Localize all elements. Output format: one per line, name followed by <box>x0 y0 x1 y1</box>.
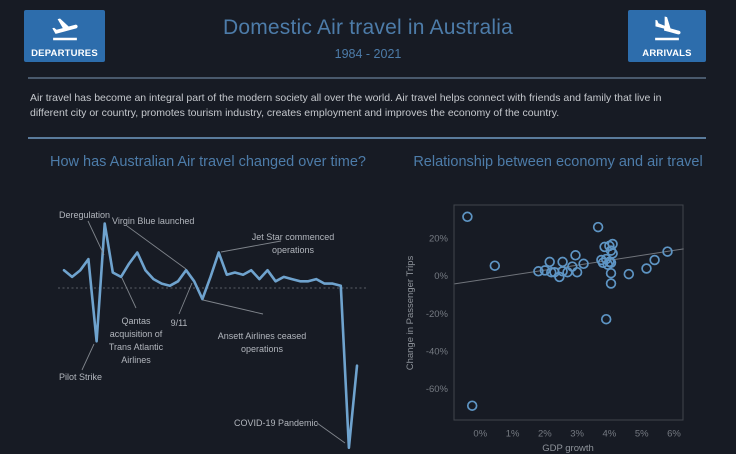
scatter-point[interactable] <box>592 221 604 233</box>
scatter-point[interactable] <box>607 248 618 259</box>
page-title: Domestic Air travel in Australia <box>222 16 513 39</box>
scatter-point[interactable] <box>570 250 581 261</box>
departures-badge[interactable]: DEPARTURES <box>24 10 105 62</box>
scatter-point[interactable] <box>546 266 557 278</box>
y-tick-label: -60% <box>426 384 449 395</box>
scatter-point[interactable] <box>578 258 589 270</box>
x-tick-label: 5% <box>635 429 649 440</box>
arrivals-label: ARRIVALS <box>642 48 692 59</box>
scatter-point[interactable] <box>649 254 660 266</box>
scatter-point[interactable] <box>466 400 478 411</box>
annotation-pointer-deregulation <box>87 220 105 256</box>
scatter-point[interactable] <box>571 266 583 278</box>
scatter-point[interactable] <box>462 211 473 223</box>
scatter-point[interactable] <box>557 266 568 277</box>
scatter-point[interactable] <box>623 268 635 280</box>
departures-label: DEPARTURES <box>31 48 98 59</box>
annotation-virgin-blue: Virgin Blue launched <box>112 216 195 226</box>
y-axis-title: Change in Passenger Trips <box>405 255 416 370</box>
flight-takeoff-icon <box>48 10 82 48</box>
annotation-covid: COVID-19 Pandemic <box>234 418 319 428</box>
scatter-chart-title: Relationship between economy and air tra… <box>413 154 703 170</box>
y-tick-label: -20% <box>426 309 449 320</box>
scatter-point[interactable] <box>533 266 544 277</box>
y-tick-label: 0% <box>434 271 448 282</box>
annotation-pointer-nine-eleven <box>178 282 193 315</box>
x-tick-label: 2% <box>538 429 552 440</box>
scatter-point[interactable] <box>489 260 501 271</box>
scatter-point[interactable] <box>605 278 617 289</box>
annotation-pointer-qantas-acquisition <box>121 277 137 309</box>
scatter-point[interactable] <box>662 246 673 257</box>
y-tick-label: 20% <box>429 234 449 245</box>
annotation-pilot-strike: Pilot Strike <box>59 372 103 382</box>
x-tick-label: 4% <box>603 429 617 440</box>
annotation-pointer-pilot-strike <box>81 343 95 371</box>
annotation-pointer-virgin-blue <box>126 225 187 270</box>
annotation-nine-eleven: 9/11 <box>170 318 188 328</box>
scatter-point[interactable] <box>557 256 568 268</box>
flight-land-icon <box>650 10 684 48</box>
x-tick-label: 1% <box>506 429 520 440</box>
x-tick-label: 0% <box>473 429 487 440</box>
header: Domestic Air travel in Australia 1984 - … <box>0 16 736 61</box>
x-tick-label: 3% <box>570 429 584 440</box>
annotation-pointer-covid <box>316 422 346 444</box>
annotation-deregulation: Deregulation <box>59 210 111 220</box>
arrivals-badge[interactable]: ARRIVALS <box>628 10 706 62</box>
scatter-point[interactable] <box>544 256 555 268</box>
description-divider <box>28 137 706 139</box>
x-tick-label: 6% <box>667 429 681 440</box>
page-subtitle: 1984 - 2021 <box>334 47 402 61</box>
line-chart-title: How has Australian Air travel changed ov… <box>50 154 366 170</box>
scatter-point[interactable] <box>605 267 617 279</box>
y-tick-label: -40% <box>426 346 449 357</box>
scatter-point[interactable] <box>641 263 652 274</box>
header-divider <box>28 77 706 79</box>
scatter-point[interactable] <box>539 265 551 276</box>
annotation-qantas-acquisition: Qantas acquisition of Trans Atlantic Airlin… <box>108 316 164 365</box>
trend-line <box>454 248 684 285</box>
annotation-pointer-ansett <box>202 299 264 315</box>
annotation-ansett: Ansett Airlines ceased operations <box>217 331 307 354</box>
scatter-plot-border <box>453 204 684 421</box>
line-series[interactable] <box>62 222 359 450</box>
scatter-point[interactable] <box>554 271 565 283</box>
scatter-point[interactable] <box>600 313 612 325</box>
annotation-pointer-jet-star <box>220 240 282 253</box>
description-text: Air travel has become an integral part o… <box>30 92 662 119</box>
x-axis-title: GDP growth <box>542 443 594 454</box>
annotation-jet-star: Jet Star commenced operations <box>251 232 335 255</box>
